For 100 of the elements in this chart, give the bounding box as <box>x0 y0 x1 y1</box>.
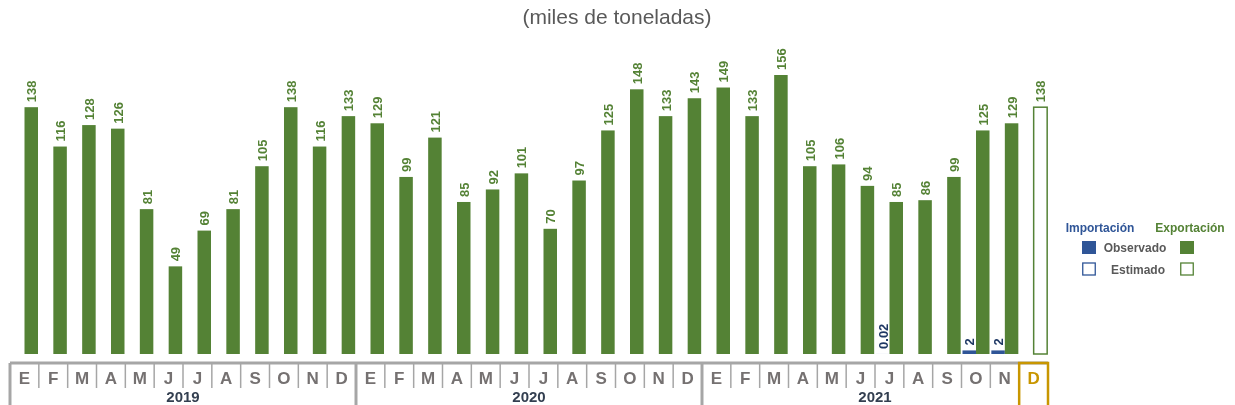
x-tick-label: S <box>249 369 261 388</box>
bar <box>168 266 183 354</box>
text: 2020 <box>512 388 546 405</box>
bar <box>991 350 1005 354</box>
x-tick-label: J <box>163 369 174 388</box>
bar <box>1004 123 1019 354</box>
data-label: 105 <box>802 139 818 162</box>
bar <box>428 137 442 354</box>
x-tick-label: S <box>941 369 953 388</box>
data-label: 133 <box>658 89 674 112</box>
bar <box>774 75 788 354</box>
bar <box>255 166 269 354</box>
data-label: 92 <box>485 169 501 185</box>
bar <box>630 89 644 354</box>
data-label: 85 <box>889 182 905 197</box>
data-label: 116 <box>312 120 328 142</box>
bar <box>370 123 384 354</box>
x-tick-label: M <box>132 369 147 388</box>
x-tick-label: M <box>75 369 90 388</box>
text: 2021 <box>858 388 892 405</box>
data-label: 70 <box>543 209 559 224</box>
x-tick-label: N <box>998 369 1011 388</box>
bar <box>284 107 298 354</box>
data-label: 105 <box>254 139 270 162</box>
text: Importación <box>1065 221 1135 235</box>
x-tick-label: A <box>450 369 464 388</box>
x-tick-label: J <box>192 369 203 388</box>
bar <box>312 146 327 354</box>
bar <box>24 107 38 354</box>
x-tick-label: E <box>18 369 31 388</box>
bar <box>485 189 500 354</box>
data-label: 125 <box>975 103 991 126</box>
data-label: 126 <box>110 101 126 124</box>
bar <box>572 180 586 354</box>
x-tick-label: F <box>394 369 405 388</box>
data-label: 138 <box>1033 80 1049 103</box>
data-label: 2 <box>991 338 1007 346</box>
x-tick-label: M <box>421 369 436 388</box>
x-tick-label: A <box>220 369 233 388</box>
text: Exportación <box>1155 221 1225 235</box>
x-tick-label: M <box>824 369 839 388</box>
data-label: 121 <box>427 110 443 133</box>
data-label: 143 <box>687 71 703 94</box>
x-tick-label: J <box>538 369 549 388</box>
data-label: 69 <box>197 211 213 226</box>
bar <box>860 185 875 354</box>
data-label: 156 <box>773 48 789 70</box>
data-label: 128 <box>81 98 97 121</box>
x-tick-label: A <box>796 369 810 388</box>
bar <box>601 130 615 354</box>
bar <box>918 200 932 354</box>
bar <box>976 130 990 354</box>
text: Estimado <box>1110 263 1166 277</box>
bar <box>543 228 557 354</box>
data-label: 2 <box>962 338 978 346</box>
data-label: 81 <box>226 189 242 205</box>
data-label: 138 <box>24 80 40 103</box>
x-tick-label: M <box>767 369 782 388</box>
data-label: 81 <box>139 189 155 205</box>
x-tick-label: D <box>1027 369 1040 388</box>
data-label: 133 <box>341 89 357 112</box>
x-tick-label: O <box>623 369 637 388</box>
x-tick-label: A <box>104 369 118 388</box>
bar <box>197 230 211 354</box>
data-label: 99 <box>946 157 962 172</box>
data-label: 101 <box>514 146 530 169</box>
data-label: 99 <box>399 157 415 172</box>
x-tick-label: N <box>306 369 319 388</box>
data-label: 97 <box>572 161 588 176</box>
data-label: 49 <box>168 246 184 262</box>
x-tick-label: D <box>335 369 348 388</box>
bar <box>687 98 702 354</box>
x-tick-label: O <box>277 369 291 388</box>
data-label: 125 <box>600 103 616 126</box>
bar <box>962 350 976 354</box>
bar <box>716 87 730 354</box>
bar <box>457 201 471 354</box>
bar <box>139 209 154 354</box>
x-tick-label: M <box>478 369 493 388</box>
bar <box>111 128 125 354</box>
x-tick-label: J <box>509 369 520 388</box>
data-label: 0.02 <box>875 323 891 349</box>
bar <box>947 176 961 354</box>
x-tick-label: O <box>969 369 983 388</box>
x-tick-label: D <box>681 369 694 388</box>
data-label: 129 <box>370 96 386 119</box>
chart-title: (miles de toneladas) <box>522 5 712 28</box>
x-tick-label: J <box>884 369 895 388</box>
bar <box>53 146 67 354</box>
data-label: 133 <box>745 89 761 112</box>
text: 2019 <box>166 388 200 405</box>
data-label: 94 <box>860 165 876 181</box>
bar <box>514 173 529 354</box>
bar <box>341 116 356 354</box>
x-tick-label: S <box>595 369 607 388</box>
bar <box>889 201 903 354</box>
data-label: 148 <box>629 62 645 85</box>
data-label: 85 <box>456 182 472 197</box>
bar <box>745 116 759 354</box>
x-tick-label: N <box>652 369 665 388</box>
